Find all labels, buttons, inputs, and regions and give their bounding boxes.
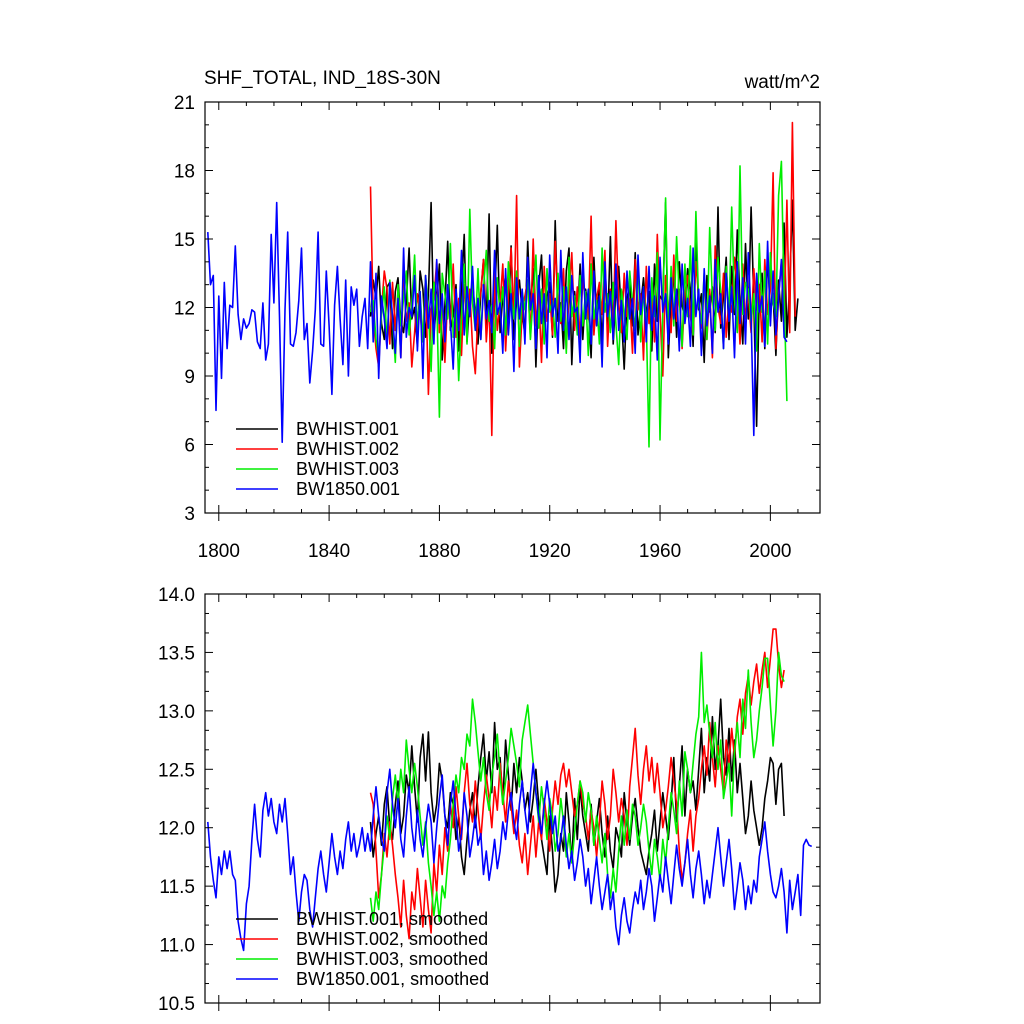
top-ytick-label: 6 (184, 436, 195, 457)
top-legend-label-4: BW1850.001 (296, 479, 400, 499)
top-ytick-label: 15 (174, 230, 195, 251)
units-label: watt/m^2 (744, 72, 820, 93)
top-xtick-label: 1920 (529, 541, 571, 562)
bottom-legend-label-3: BWHIST.003, smoothed (296, 949, 488, 969)
top-legend-label-3: BWHIST.003 (296, 459, 399, 479)
bottom-legend-label-1: BWHIST.001, smoothed (296, 909, 488, 929)
bottom-ytick-label: 13.5 (158, 643, 195, 664)
chart-title: SHF_TOTAL, IND_18S-30N (204, 68, 441, 89)
bottom-series-line-4 (207, 762, 813, 952)
bottom-plot-frame (204, 593, 821, 1004)
bottom-ytick-label: 11.5 (159, 877, 195, 898)
top-ytick-label: 18 (174, 162, 195, 183)
bottom-ytick-label: 10.5 (158, 994, 195, 1015)
bottom-series-line-3 (369, 651, 785, 923)
bottom-ytick-label: 11.0 (159, 936, 195, 957)
top-xtick-label: 2000 (749, 541, 791, 562)
bottom-legend-label-2: BWHIST.002, smoothed (296, 929, 488, 949)
top-legend-label-1: BWHIST.001 (296, 419, 399, 439)
top-ytick-label: 21 (174, 93, 195, 114)
top-ytick-label: 9 (184, 367, 195, 388)
top-series-line-4 (207, 201, 788, 444)
bottom-series-group (207, 628, 813, 952)
bottom-ytick-label: 12.5 (158, 760, 195, 781)
top-series-line-3 (369, 160, 788, 448)
top-ytick-label: 3 (184, 504, 195, 525)
top-xtick-label: 1880 (418, 541, 460, 562)
top-xtick-label: 1840 (308, 541, 350, 562)
bottom-ytick-label: 14.0 (158, 585, 195, 606)
bottom-axes: 10.5 11.0 11.5 12.0 12.5 13.0 13.5 14.0 (158, 585, 821, 1015)
top-ytick-label: 12 (174, 299, 195, 320)
bottom-ytick-label: 12.0 (158, 819, 195, 840)
bottom-ytick-label: 13.0 (158, 702, 195, 723)
top-xtick-label: 1800 (198, 541, 240, 562)
chart-bottom-panel: 10.5 11.0 11.5 12.0 12.5 13.0 13.5 14.0 BWHIST.… (158, 585, 821, 1015)
chart-top-panel: SHF_TOTAL, IND_18S-30N watt/m^2 3 6 9 12 15 1… (174, 68, 821, 562)
top-axes: 3 6 9 12 15 18 21 1800 1840 1880 1920 1960 2000 (174, 93, 821, 562)
top-xtick-label: 1960 (639, 541, 681, 562)
bottom-legend-label-4: BW1850.001, smoothed (296, 969, 489, 989)
top-legend-label-2: BWHIST.002 (296, 439, 399, 459)
bottom-series-line-1 (369, 698, 785, 893)
top-series-group (207, 121, 799, 448)
